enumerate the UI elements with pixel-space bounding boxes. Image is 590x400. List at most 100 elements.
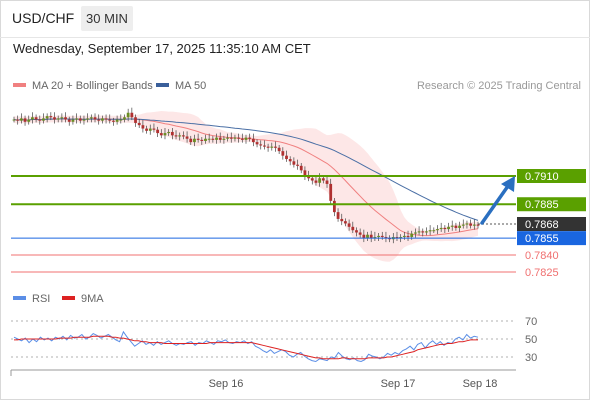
candle-body xyxy=(19,118,23,121)
candle-body xyxy=(16,119,20,121)
candle-body xyxy=(336,212,340,219)
candle-body xyxy=(75,118,79,120)
candle-body xyxy=(465,223,469,225)
candle-body xyxy=(42,118,45,121)
rsi-ma-swatch xyxy=(62,296,75,301)
x-tick-label: Sep 18 xyxy=(463,378,498,390)
candle-body xyxy=(119,119,123,121)
level-label: 0.7885 xyxy=(525,199,559,211)
candle-body xyxy=(274,146,277,148)
candle-body xyxy=(373,236,377,239)
legend-rsi: RSI xyxy=(13,293,50,305)
candle-body xyxy=(53,117,56,120)
candle-body xyxy=(417,231,421,233)
rsi-swatch xyxy=(13,296,26,301)
current-price-label: 0.7868 xyxy=(525,219,559,231)
candle-body xyxy=(31,117,34,120)
candle-body xyxy=(134,117,137,123)
candle-body xyxy=(23,118,27,122)
candle-body xyxy=(204,138,207,141)
ma50-swatch xyxy=(156,83,169,88)
candle-body xyxy=(34,117,38,120)
candle-body xyxy=(108,119,112,121)
forecast-arrow xyxy=(480,184,510,225)
candle-body xyxy=(362,234,366,239)
candle-body xyxy=(277,147,281,152)
candle-body xyxy=(123,117,126,120)
candle-body xyxy=(97,119,101,121)
candle-body xyxy=(222,138,226,140)
candle-body xyxy=(285,155,288,160)
candle-body xyxy=(226,137,229,139)
rsi-tick-label: 30 xyxy=(525,352,537,364)
candle-body xyxy=(218,137,222,140)
candle-body xyxy=(156,129,160,134)
candle-body xyxy=(351,226,355,231)
candle-body xyxy=(200,139,204,141)
legend-rsi-ma-label: 9MA xyxy=(81,293,104,305)
candle-body xyxy=(193,138,196,143)
candle-body xyxy=(296,164,299,166)
candle-body xyxy=(454,225,458,228)
candle-body xyxy=(469,223,473,226)
candle-body xyxy=(380,235,384,237)
x-tick-label: Sep 17 xyxy=(381,378,416,390)
bollinger-band xyxy=(14,111,478,262)
candle-body xyxy=(104,118,108,120)
candle-body xyxy=(266,146,270,148)
symbol-title: USD/CHF xyxy=(12,10,75,26)
candle-body xyxy=(89,117,93,119)
candle-body xyxy=(377,235,380,237)
candle-body xyxy=(255,142,259,145)
candle-body xyxy=(71,119,75,122)
candle-body xyxy=(472,224,476,226)
candle-body xyxy=(181,135,185,137)
level-tag xyxy=(517,231,586,246)
candle-body xyxy=(12,119,16,121)
candle-body xyxy=(237,137,241,139)
candle-body xyxy=(126,112,130,118)
ma20-swatch xyxy=(13,83,26,88)
candle-body xyxy=(314,180,318,183)
candle-body xyxy=(399,236,403,239)
candle-body xyxy=(321,178,325,181)
candle-body xyxy=(402,235,406,237)
candle-body xyxy=(82,119,86,121)
legend-ma50-label: MA 50 xyxy=(175,80,207,92)
candle-body xyxy=(100,118,104,121)
candle-body xyxy=(189,138,193,143)
chart-header: USD/CHF 30 MIN xyxy=(0,0,590,36)
timeframe-button[interactable]: 30 MIN xyxy=(81,6,133,31)
candle-body xyxy=(432,230,436,232)
candle-body xyxy=(45,116,49,119)
candle-body xyxy=(347,223,351,227)
candle-body xyxy=(185,136,189,139)
candle-body xyxy=(240,138,244,140)
candle-body xyxy=(93,117,97,120)
rsi-tick-label: 50 xyxy=(525,334,537,346)
candle-body xyxy=(447,226,450,230)
candle-body xyxy=(329,183,333,201)
candle-body xyxy=(78,118,82,121)
candle-body xyxy=(458,225,461,228)
candle-body xyxy=(299,165,303,171)
candle-body xyxy=(461,224,465,226)
candle-body xyxy=(130,112,134,118)
candle-body xyxy=(436,229,439,231)
candle-body xyxy=(388,238,392,240)
candle-body xyxy=(141,125,145,129)
candle-body xyxy=(27,119,31,122)
candle-body xyxy=(49,116,53,118)
legend-ma20-label: MA 20 + Bollinger Bands xyxy=(32,80,153,92)
candle-body xyxy=(64,117,67,120)
rsi-ma-line xyxy=(14,335,478,360)
candle-body xyxy=(303,170,307,176)
legend-rsi-ma: 9MA xyxy=(62,293,104,305)
candle-body xyxy=(270,146,274,148)
candle-body xyxy=(344,221,347,224)
candle-body xyxy=(410,233,414,237)
candle-body xyxy=(421,231,425,233)
candle-body xyxy=(358,232,362,235)
candle-body xyxy=(170,131,174,136)
candle-body xyxy=(145,128,148,131)
